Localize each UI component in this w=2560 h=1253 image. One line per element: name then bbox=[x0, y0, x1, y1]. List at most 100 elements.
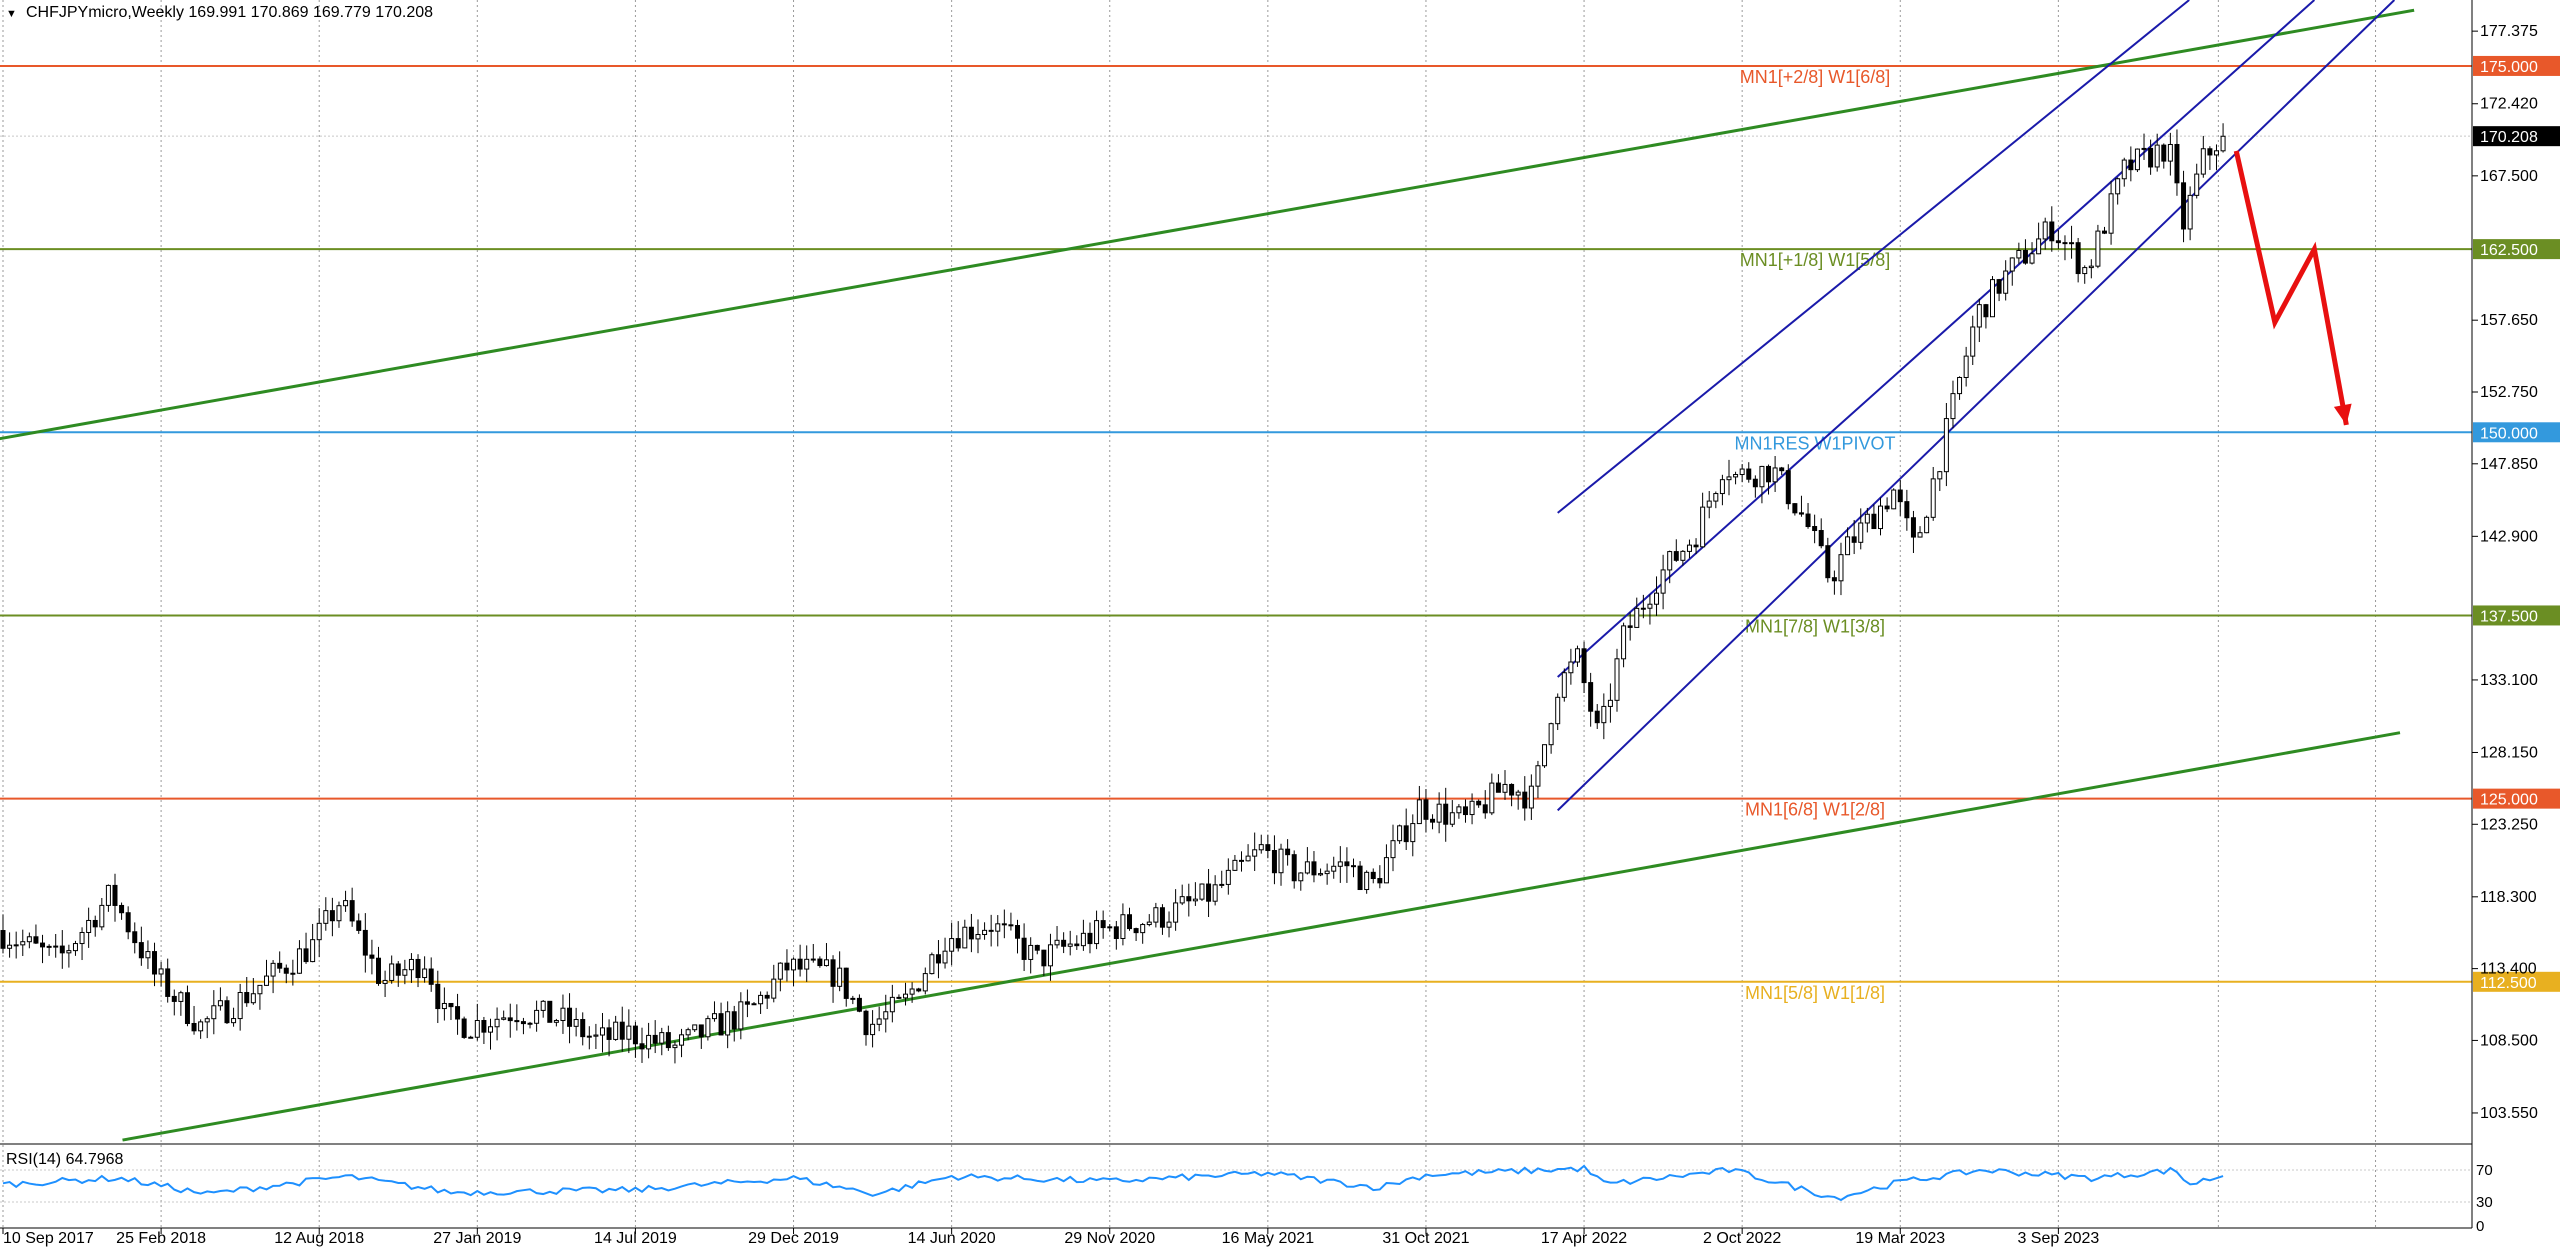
price-axis-label: 172.420 bbox=[2480, 96, 2538, 113]
candle-body bbox=[125, 912, 131, 933]
candle-body bbox=[2207, 148, 2213, 156]
candle-body bbox=[843, 967, 849, 999]
candle-body bbox=[1528, 785, 1534, 809]
candle-body bbox=[2049, 221, 2055, 242]
candle-body bbox=[1719, 479, 1725, 495]
candle-body bbox=[1462, 806, 1468, 816]
candle-body bbox=[764, 994, 770, 999]
candle-body bbox=[2009, 257, 2015, 272]
candle-body bbox=[481, 1020, 487, 1033]
candle-body bbox=[2213, 150, 2219, 156]
candle-body bbox=[1818, 530, 1824, 547]
candle-body bbox=[632, 1025, 638, 1045]
candle-body bbox=[435, 983, 441, 1010]
rsi-line bbox=[2, 1164, 2224, 1202]
candle-body bbox=[92, 919, 98, 928]
candle-body bbox=[53, 945, 59, 948]
candle-body bbox=[514, 1020, 520, 1023]
candle-body bbox=[870, 1023, 876, 1036]
candle-body bbox=[2055, 240, 2061, 244]
candle-body bbox=[1140, 924, 1146, 934]
candle-body bbox=[382, 979, 388, 984]
candle-body bbox=[856, 997, 862, 1012]
candle-body bbox=[72, 943, 78, 952]
candle-body bbox=[1983, 304, 1989, 318]
candle-body bbox=[929, 954, 935, 975]
candle-body bbox=[1416, 799, 1422, 825]
candle-body bbox=[1871, 513, 1877, 530]
price-axis-label: 103.550 bbox=[2480, 1105, 2538, 1122]
candle-body bbox=[2075, 242, 2081, 275]
candle-body bbox=[1291, 854, 1297, 882]
candle-body bbox=[395, 963, 401, 976]
candle-body bbox=[797, 958, 803, 970]
level-price-badge bbox=[2473, 239, 2560, 260]
time-axis-label: 10 Sep 2017 bbox=[3, 1230, 94, 1247]
candle-body bbox=[26, 936, 32, 943]
candle-body bbox=[2101, 230, 2107, 234]
candle-body bbox=[2161, 144, 2167, 162]
candle-body bbox=[1344, 861, 1350, 867]
candle-body bbox=[1878, 505, 1884, 530]
candle-body bbox=[2062, 242, 2068, 245]
candle-body bbox=[922, 973, 928, 992]
candle-body bbox=[1792, 503, 1798, 514]
candle-body bbox=[40, 942, 46, 948]
price-axis-label: 108.500 bbox=[2480, 1032, 2538, 1049]
candle-body bbox=[1647, 603, 1653, 609]
candle-body bbox=[784, 962, 790, 971]
candle-body bbox=[296, 948, 302, 974]
rsi-axis-label: 70 bbox=[2476, 1162, 2493, 1179]
candle-body bbox=[1482, 804, 1488, 814]
candle-body bbox=[1673, 551, 1679, 561]
candle-body bbox=[112, 884, 118, 906]
candle-body bbox=[1667, 551, 1673, 571]
candle-body bbox=[494, 1018, 500, 1028]
candle-body bbox=[1298, 872, 1304, 882]
candle-body bbox=[1159, 907, 1165, 928]
candle-body bbox=[791, 958, 797, 971]
candle-body bbox=[178, 992, 184, 1002]
candle-body bbox=[461, 1018, 467, 1038]
trendline bbox=[0, 8, 2415, 441]
candle-body bbox=[1120, 914, 1126, 940]
candle-body bbox=[1107, 926, 1113, 929]
candle-body bbox=[1304, 861, 1310, 874]
collapse-triangle-icon[interactable]: ▼ bbox=[6, 8, 17, 20]
candle-body bbox=[652, 1034, 658, 1044]
candle-body bbox=[1601, 705, 1607, 724]
candle-body bbox=[1924, 516, 1930, 534]
candle-body bbox=[1153, 907, 1159, 923]
candle-body bbox=[231, 1018, 237, 1024]
candle-body bbox=[86, 919, 92, 933]
forecast-arrow-head bbox=[2333, 403, 2352, 425]
candle-body bbox=[119, 904, 125, 914]
candle-body bbox=[1258, 844, 1264, 851]
candle-body bbox=[316, 922, 322, 941]
candle-body bbox=[1245, 855, 1251, 862]
candle-body bbox=[916, 988, 922, 992]
candle-body bbox=[1640, 607, 1646, 610]
candle-body bbox=[501, 1017, 507, 1020]
price-axis-label: 123.250 bbox=[2480, 816, 2538, 833]
candle-body bbox=[2141, 147, 2147, 150]
candle-body bbox=[211, 1005, 217, 1020]
candle-body bbox=[1963, 355, 1969, 378]
candle-body bbox=[362, 929, 368, 956]
current-price-value: 170.208 bbox=[2480, 129, 2538, 146]
candle-body bbox=[428, 968, 434, 985]
candle-body bbox=[995, 923, 1001, 932]
candle-body bbox=[804, 958, 810, 970]
candle-body bbox=[1252, 849, 1258, 857]
candle-body bbox=[1390, 840, 1396, 859]
candle-body bbox=[1430, 818, 1436, 823]
candle-body bbox=[903, 993, 909, 999]
candle-body bbox=[0, 930, 6, 949]
candle-body bbox=[1943, 418, 1949, 473]
candle-body bbox=[224, 1000, 230, 1024]
candle-body bbox=[244, 992, 250, 1004]
candle-body bbox=[1350, 865, 1356, 868]
candle-body bbox=[1990, 279, 1996, 318]
